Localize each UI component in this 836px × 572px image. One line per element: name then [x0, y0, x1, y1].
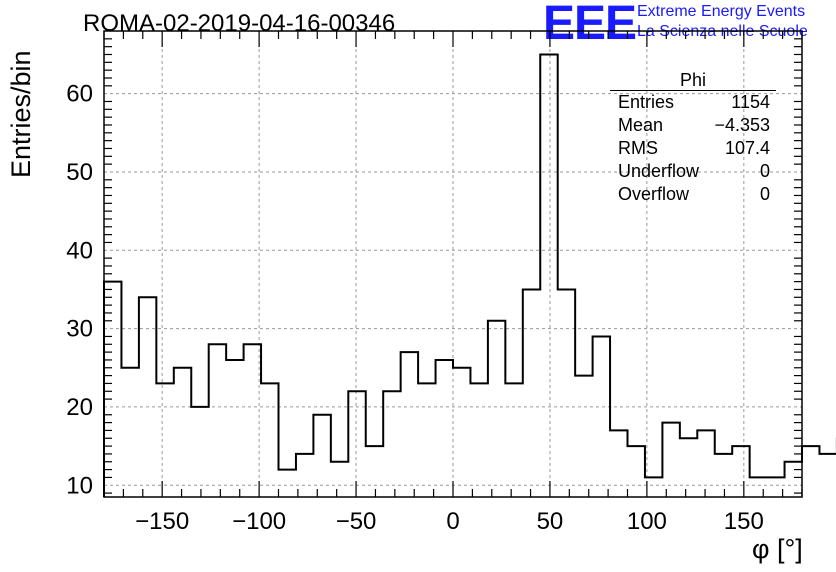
y-tick-label: 60	[66, 81, 93, 108]
chart-title: ROMA-02-2019-04-16-00346	[83, 10, 396, 37]
y-tick-label: 10	[66, 472, 93, 499]
histogram-bin	[540, 54, 557, 497]
histogram-bin	[296, 454, 313, 497]
logo-line-1: Extreme Energy Events	[637, 3, 806, 20]
histogram-bin	[715, 454, 732, 497]
histogram-bin	[575, 376, 592, 497]
x-tick-label: −100	[232, 508, 286, 535]
histogram-bin	[732, 446, 749, 497]
stats-row-mean: Mean −4.353	[610, 114, 776, 137]
stats-label: Entries	[618, 92, 675, 112]
stats-value: 0	[759, 184, 770, 204]
histogram-bin	[802, 446, 819, 497]
histogram-bin	[785, 462, 802, 497]
histogram-bin	[662, 423, 679, 497]
histogram-bin	[488, 321, 505, 497]
y-axis-label: Entries/bin	[6, 50, 36, 178]
histogram-bin	[348, 391, 365, 497]
stats-row-overflow: Overflow 0	[610, 183, 776, 206]
stats-row-entries: Entries 1154	[610, 91, 776, 114]
histogram-bin	[121, 368, 138, 497]
stats-row-underflow: Underflow 0	[610, 160, 776, 183]
histogram-bin	[279, 470, 296, 497]
histogram-bin	[139, 297, 156, 497]
x-tick-label: 100	[627, 508, 667, 535]
histogram-bin	[383, 391, 400, 497]
histogram-bin	[418, 383, 435, 497]
histogram-outline	[103, 53, 836, 497]
histogram-bin	[436, 360, 453, 497]
stats-label: RMS	[618, 138, 658, 158]
x-tick-label: 50	[537, 508, 564, 535]
y-tick-label: 20	[66, 394, 93, 421]
histogram-bin	[244, 344, 261, 497]
histogram-bin	[366, 446, 383, 497]
eee-logo: EEE	[543, 0, 637, 50]
stats-label: Mean	[618, 115, 664, 135]
histogram-bin	[453, 368, 470, 497]
histogram-bin	[558, 289, 575, 497]
histogram-bin	[174, 368, 191, 497]
histogram-bin	[261, 383, 278, 497]
histogram-bin	[191, 407, 208, 497]
stats-value: 1154	[731, 92, 770, 112]
histogram-bin	[226, 360, 243, 497]
y-tick-label: 40	[66, 237, 93, 264]
histogram-bin	[156, 383, 173, 497]
x-tick-label: −150	[135, 508, 189, 535]
histogram-bin	[505, 383, 522, 497]
histogram-bin	[209, 344, 226, 497]
stats-label: Overflow	[618, 184, 690, 204]
histogram-bin	[697, 430, 714, 497]
histogram-bin	[313, 415, 330, 497]
stats-value: 0	[759, 161, 770, 181]
stats-name: Phi	[610, 70, 776, 91]
histogram-bin	[610, 430, 627, 497]
histogram-bin	[680, 438, 697, 497]
stats-row-rms: RMS 107.4	[610, 137, 776, 160]
stats-value: −4.353	[714, 115, 770, 135]
histogram-bin	[401, 352, 418, 497]
histogram-bin	[645, 477, 662, 497]
histogram-bin	[767, 477, 784, 497]
x-tick-label: 150	[724, 508, 764, 535]
stats-value: 107.4	[724, 138, 770, 158]
x-tick-label: −50	[336, 508, 377, 535]
x-axis-label: φ [°]	[752, 534, 803, 564]
x-tick-label: 0	[446, 508, 459, 535]
histogram-bin	[628, 446, 645, 497]
histogram-bin	[523, 289, 540, 497]
histogram-bin	[819, 454, 836, 497]
stats-box: Phi Entries 1154 Mean −4.353 RMS 107.4 U…	[610, 70, 776, 206]
histogram-bin	[750, 477, 767, 497]
y-tick-label: 30	[66, 316, 93, 343]
histogram-bin	[593, 336, 610, 497]
y-tick-label: 50	[66, 159, 93, 186]
stats-label: Underflow	[618, 161, 700, 181]
histogram-bin	[331, 462, 348, 497]
histogram-bin	[470, 383, 487, 497]
histogram-bin	[104, 282, 121, 497]
